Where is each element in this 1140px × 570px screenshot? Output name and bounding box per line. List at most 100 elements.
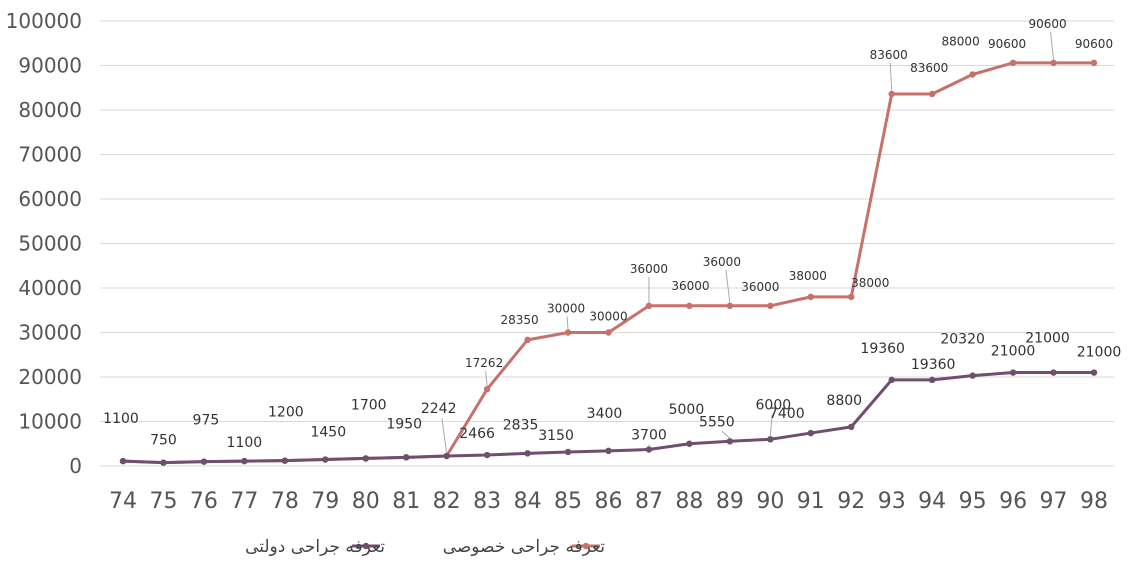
data-label-private: 36000 xyxy=(630,262,668,276)
series-lines xyxy=(119,59,1098,466)
legend-marker-government xyxy=(362,542,370,550)
data-point-private xyxy=(767,302,774,309)
data-label-government: 975 xyxy=(193,413,220,429)
data-label-government: 19360 xyxy=(860,341,905,357)
gridlines xyxy=(100,20,1114,467)
data-label-government: 1950 xyxy=(386,416,422,432)
label-leader-line xyxy=(566,316,569,330)
data-point-government xyxy=(928,376,936,384)
data-point-government xyxy=(969,372,976,379)
y-tick-label: 60000 xyxy=(18,187,82,211)
data-point-private xyxy=(888,90,895,98)
data-label-government: 750 xyxy=(150,433,177,449)
data-point-private xyxy=(1090,59,1098,67)
data-point-government xyxy=(160,459,167,466)
series-line-private xyxy=(122,61,1094,465)
legend-item-private[interactable]: تعرفه جراحی خصوصی xyxy=(443,537,606,557)
data-label-government: 1450 xyxy=(310,425,346,441)
data-label-government: 2466 xyxy=(459,426,495,442)
x-tick-label: 79 xyxy=(311,489,339,514)
x-tick-label: 83 xyxy=(473,489,501,514)
data-label-government: 6000 xyxy=(756,397,792,413)
data-point-government xyxy=(807,429,814,437)
data-point-private xyxy=(686,302,693,309)
data-label-private: 90600 xyxy=(988,37,1026,51)
x-tick-label: 75 xyxy=(149,489,177,514)
data-label-private: 30000 xyxy=(547,302,585,316)
y-tick-label: 50000 xyxy=(18,232,82,256)
y-tick-label: 70000 xyxy=(18,143,82,167)
data-point-government xyxy=(443,452,450,460)
data-point-private xyxy=(605,329,612,336)
label-leader-line xyxy=(721,430,731,439)
x-tick-label: 77 xyxy=(230,489,258,514)
data-label-government: 21000 xyxy=(991,344,1036,360)
legend-item-government[interactable]: تعرفه جراحی دولتی xyxy=(245,537,385,557)
data-point-private xyxy=(1050,59,1057,67)
data-point-private xyxy=(564,329,572,336)
data-point-government xyxy=(726,438,734,445)
data-point-government xyxy=(1090,369,1098,376)
x-tick-label: 85 xyxy=(554,489,582,514)
data-point-private xyxy=(524,336,531,344)
legend-marker-private xyxy=(582,542,590,550)
data-point-private xyxy=(726,302,734,309)
y-tick-label: 30000 xyxy=(18,321,82,345)
data-label-government: 7400 xyxy=(769,406,805,422)
data-point-government xyxy=(767,436,774,443)
label-leader-line xyxy=(441,417,448,454)
data-point-government xyxy=(888,376,895,384)
data-label-private: 38000 xyxy=(851,276,889,290)
data-label-private: 30000 xyxy=(589,310,627,324)
data-label-government: 1700 xyxy=(351,397,387,413)
x-tick-label: 88 xyxy=(675,489,703,514)
x-tick-label: 91 xyxy=(797,489,825,514)
y-tick-label: 100000 xyxy=(6,9,82,33)
data-label-private: 90600 xyxy=(1028,17,1066,31)
data-point-government xyxy=(564,448,572,456)
data-label-private: 36000 xyxy=(703,255,741,269)
x-tick-label: 96 xyxy=(999,489,1027,514)
y-tick-label: 40000 xyxy=(18,276,82,300)
y-tick-label: 10000 xyxy=(18,410,82,434)
y-tick-label: 20000 xyxy=(18,365,82,389)
data-label-private: 28350 xyxy=(500,313,538,327)
data-label-government: 2242 xyxy=(421,401,457,417)
data-label-government: 3150 xyxy=(538,428,574,444)
data-label-government: 3400 xyxy=(587,406,623,422)
label-leader-line xyxy=(725,269,731,303)
x-tick-label: 93 xyxy=(878,489,906,514)
x-axis-ticks: 74 75 76 77 78 79 80 81 82 83 84 85 86 87 88 89 90 91 92 93… xyxy=(109,489,1108,514)
data-point-private xyxy=(969,71,976,78)
data-point-government xyxy=(848,423,855,431)
x-tick-label: 74 xyxy=(109,489,137,514)
data-point-government xyxy=(200,458,208,465)
x-tick-label: 94 xyxy=(918,489,946,514)
data-label-government: 1100 xyxy=(103,411,139,427)
data-point-government xyxy=(1050,369,1057,376)
data-label-private: 83600 xyxy=(870,48,908,62)
x-tick-label: 95 xyxy=(959,489,987,514)
label-leader-line xyxy=(769,414,773,437)
data-point-private xyxy=(928,90,936,98)
data-label-government: 19360 xyxy=(911,357,956,373)
y-tick-label: 80000 xyxy=(18,98,82,122)
data-point-government xyxy=(605,447,612,455)
x-tick-label: 81 xyxy=(392,489,420,514)
y-axis-ticks: 0 10000 20000 30000 40000 50000 60000 70000 8000… xyxy=(6,9,82,478)
data-point-government xyxy=(322,456,329,463)
x-tick-label: 87 xyxy=(635,489,663,514)
data-point-private xyxy=(483,385,491,393)
data-point-government xyxy=(403,454,410,461)
data-label-private: 36000 xyxy=(741,280,779,294)
data-label-government: 1100 xyxy=(227,435,263,451)
data-label-private: 17262 xyxy=(465,356,503,370)
data-point-government xyxy=(281,457,289,464)
data-point-private xyxy=(645,302,653,309)
data-point-government xyxy=(362,455,369,462)
x-tick-label: 97 xyxy=(1040,489,1068,514)
legend-label-private: تعرفه جراحی خصوصی xyxy=(443,537,606,557)
data-label-private: 38000 xyxy=(789,269,827,283)
